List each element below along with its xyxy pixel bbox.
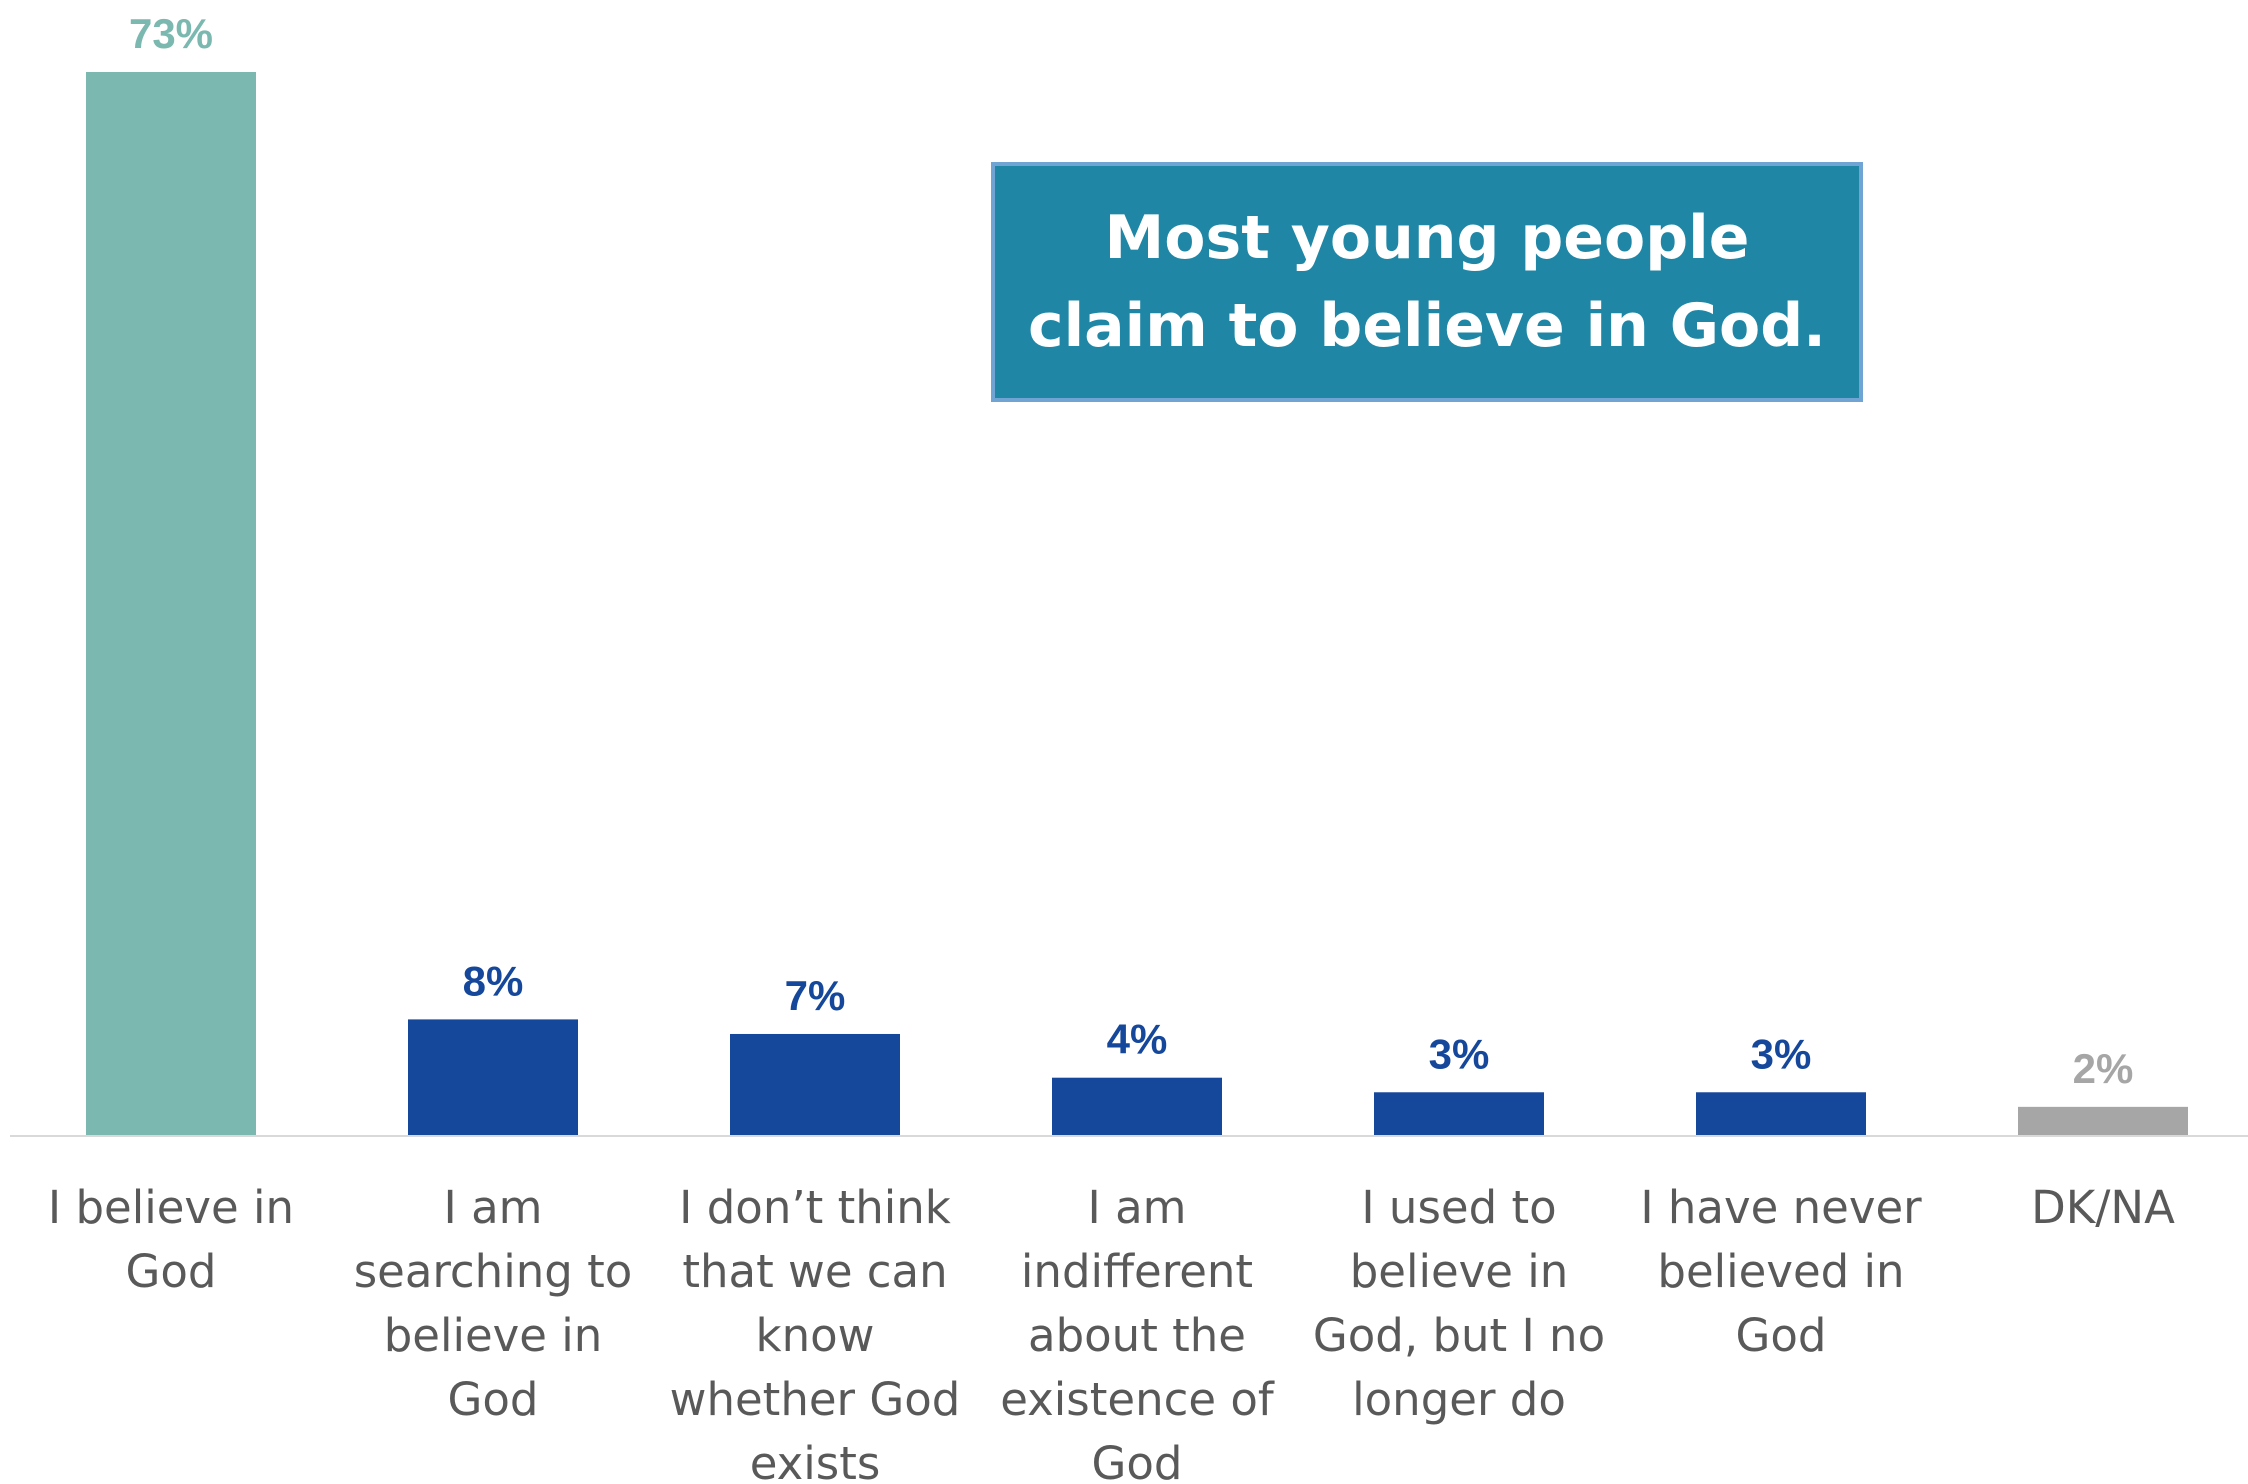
bar-6 <box>1696 1092 1866 1136</box>
bar-2 <box>408 1019 578 1136</box>
category-label-4: I am indifferent about the existence of God <box>1000 1181 1275 1484</box>
callout-box: Most young people claim to believe in Go… <box>991 162 1863 402</box>
bar-7 <box>2018 1106 2188 1136</box>
category-label-1: I believe in God <box>48 1181 294 1298</box>
value-label-2: 8% <box>463 957 524 1004</box>
bars-group <box>86 72 2188 1136</box>
bar-5 <box>1374 1092 1544 1136</box>
bar-3 <box>730 1033 900 1136</box>
value-label-6: 3% <box>1751 1030 1812 1077</box>
callout-text: Most young people claim to believe in Go… <box>1028 203 1826 361</box>
category-label-6: I have never believed in God <box>1640 1181 1922 1362</box>
bar-1 <box>86 72 256 1136</box>
category-label-2: I am searching to believe in God <box>354 1181 633 1426</box>
value-label-5: 3% <box>1429 1030 1490 1077</box>
bar-4 <box>1052 1077 1222 1136</box>
category-label-7: DK/NA <box>2031 1181 2175 1234</box>
category-labels-group: I believe in God I am searching to believe i… <box>48 1181 2175 1484</box>
value-labels-group: 73% 8% 7% 4% 3% 3% 2% <box>129 10 2133 1092</box>
category-label-3: I don’t think that we can know whether God e… <box>670 1181 961 1484</box>
value-label-1: 73% <box>129 10 213 57</box>
category-label-5: I used to believe in God, but I no longer d… <box>1313 1181 1605 1426</box>
value-label-3: 7% <box>785 972 846 1019</box>
value-label-4: 4% <box>1107 1016 1168 1063</box>
value-label-7: 2% <box>2073 1045 2134 1092</box>
